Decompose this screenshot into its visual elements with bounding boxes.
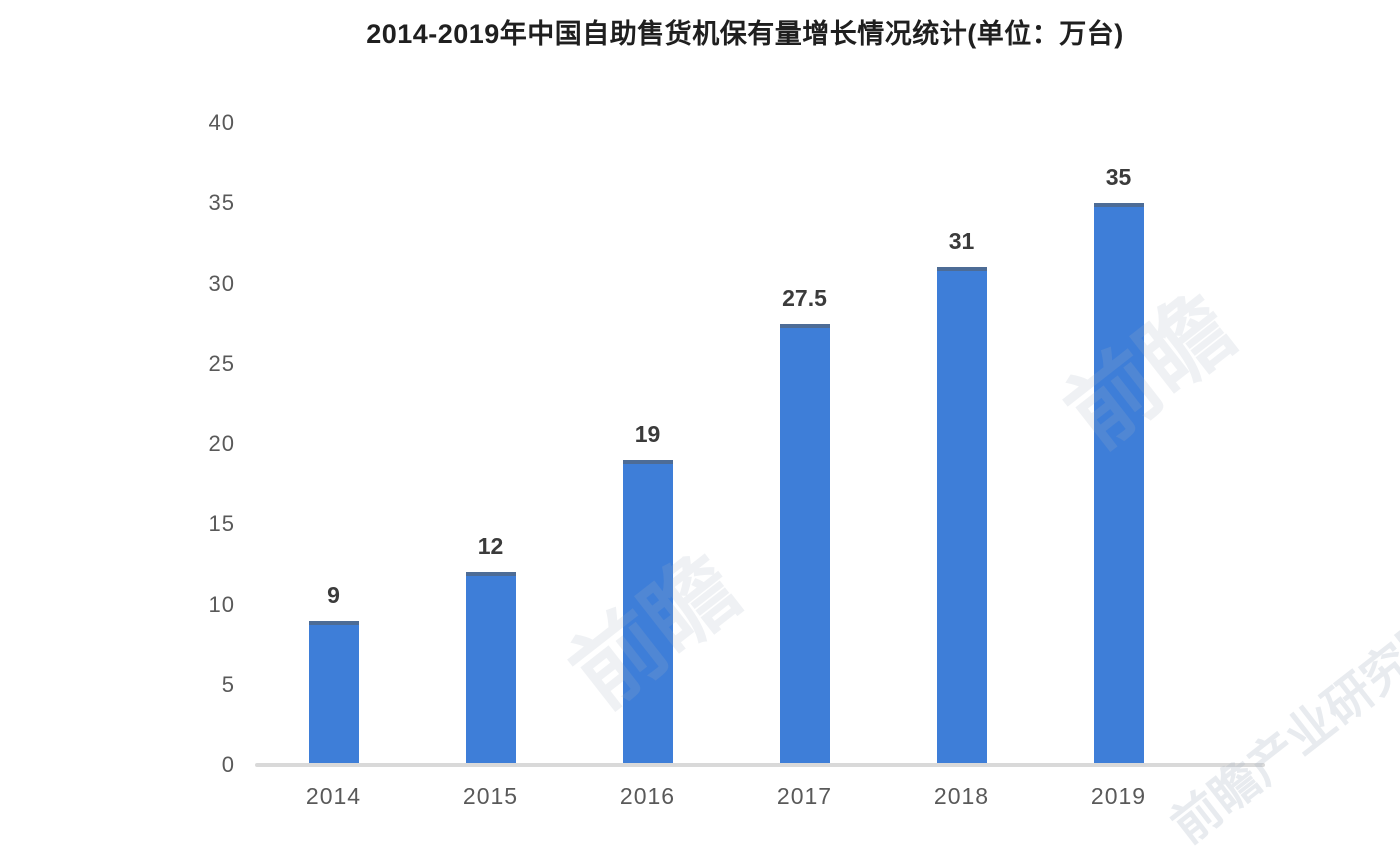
x-tick-label: 2015 (462, 783, 519, 809)
y-tick-label: 15 (208, 511, 235, 537)
x-tick-label: 2014 (305, 783, 362, 809)
y-axis: 0 5 10 15 20 25 30 35 40 (170, 110, 235, 777)
bar-value-label: 9 (327, 581, 340, 608)
bar-2018[interactable] (936, 267, 987, 765)
y-tick-label: 40 (208, 110, 235, 135)
bar-value-label: 19 (634, 421, 661, 448)
bar-slot: 35 (1040, 123, 1197, 765)
bar-slot: 31 (883, 123, 1040, 765)
bar-2015[interactable] (465, 572, 516, 765)
x-tick-label: 2017 (776, 783, 833, 809)
y-tick-label: 35 (208, 190, 235, 216)
y-tick-label: 10 (208, 591, 235, 617)
y-tick-label: 25 (208, 350, 235, 376)
y-tick-label: 5 (221, 671, 235, 697)
plot-area: 0 5 10 15 20 25 30 35 40 9 12 19 27.5 31 35 2014 2015 2… (209, 110, 1265, 809)
bar-value-label: 35 (1105, 164, 1132, 191)
bars-container: 9 12 19 27.5 31 35 (255, 123, 1197, 765)
bar-slot: 27.5 (726, 123, 883, 765)
bar-value-label: 12 (477, 533, 504, 560)
bar-2016[interactable] (622, 460, 673, 765)
bar-value-label: 27.5 (782, 284, 827, 311)
bar-value-label: 31 (948, 228, 975, 255)
bar-2019[interactable] (1093, 203, 1144, 765)
bar-slot: 12 (412, 123, 569, 765)
bar-slot: 9 (255, 123, 412, 765)
x-tick-label: 2018 (933, 783, 990, 809)
x-axis-labels: 2014 2015 2016 2017 2018 2019 (255, 783, 1197, 810)
y-tick-label: 20 (208, 431, 235, 456)
x-axis-line (255, 763, 1265, 767)
bar-2017[interactable] (779, 323, 830, 765)
chart-title: 2014-2019年中国自助售货机保有量增长情况统计(单位：万台) (366, 19, 1124, 49)
bar-2014[interactable] (308, 620, 359, 765)
x-tick-label: 2019 (1090, 783, 1147, 809)
x-tick-label: 2016 (619, 783, 676, 809)
chart-canvas: 2014-2019年中国自助售货机保有量增长情况统计(单位：万台) 0 5 10 15… (209, 19, 1400, 854)
y-tick-label: 30 (208, 270, 235, 296)
y-tick-label: 0 (221, 752, 235, 777)
bar-slot: 19 (569, 123, 726, 765)
